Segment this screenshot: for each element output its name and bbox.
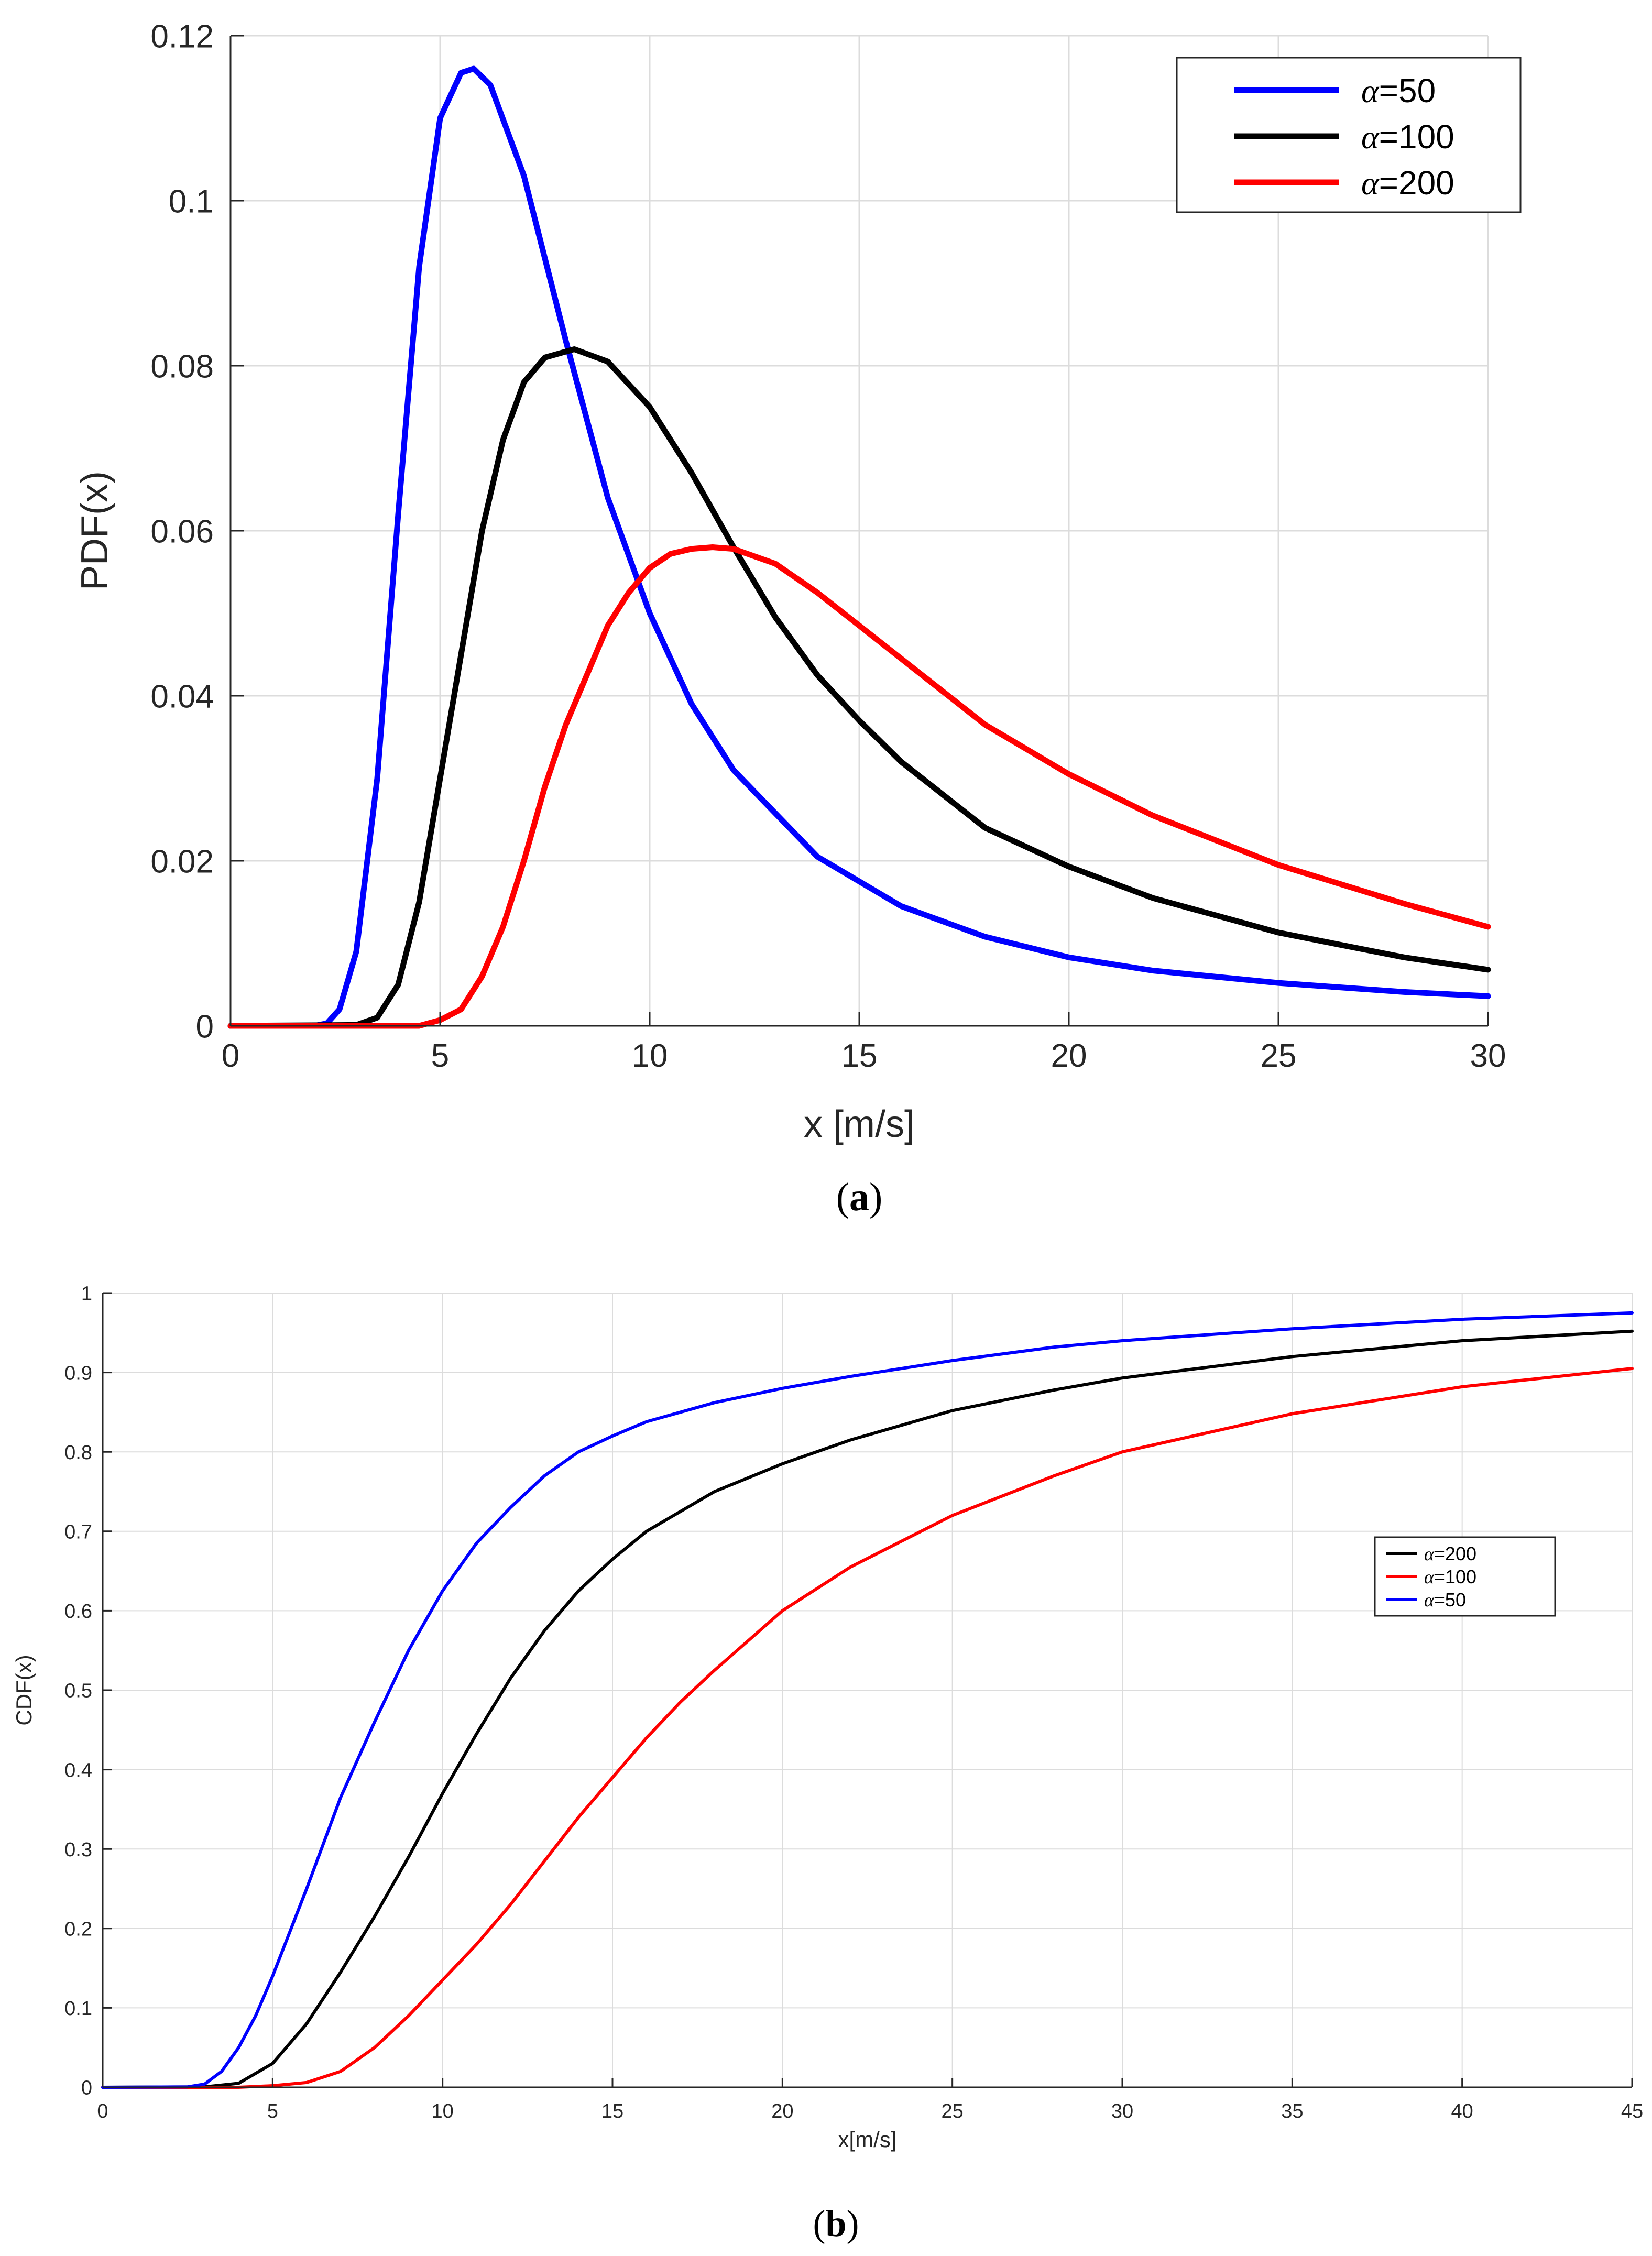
y-tick-label: 0.06 — [150, 513, 214, 550]
x-tick-label: 20 — [1051, 1038, 1087, 1074]
y-axis-label: CDF(x) — [12, 1655, 36, 1725]
legend: α=50 α=100 α=200 — [1176, 57, 1522, 213]
y-tick-label: 0.6 — [64, 1601, 92, 1623]
x-tick-label: 10 — [432, 2100, 454, 2122]
x-tick-label: 25 — [942, 2100, 964, 2122]
y-tick-label: 0.4 — [64, 1759, 92, 1781]
x-tick-label: 30 — [1111, 2100, 1133, 2122]
x-tick-label: 25 — [1261, 1038, 1297, 1074]
x-tick-label: 20 — [771, 2100, 793, 2122]
legend-entry: α=50 — [1361, 72, 1436, 109]
y-tick-label: 0 — [81, 2077, 92, 2099]
x-tick-label: 35 — [1281, 2100, 1303, 2122]
chart-panel-pdf: 0 5 10 15 20 25 30 0 0.02 0.04 0.06 0.08 0.1 0.12 x [m… — [74, 18, 1522, 1219]
legend-entry: α=50 — [1424, 1589, 1466, 1611]
legend-entry: α=100 — [1424, 1566, 1476, 1587]
x-tick-label: 30 — [1470, 1038, 1506, 1074]
y-axis-label: PDF(x) — [74, 471, 116, 590]
series-line-alpha-50 — [101, 1311, 1634, 2089]
x-tick-label: 15 — [601, 2100, 623, 2122]
x-tick-label: 15 — [841, 1038, 878, 1074]
y-tick-label: 0.04 — [150, 678, 214, 715]
x-tick-label: 0 — [97, 2100, 108, 2122]
x-tick-label: 5 — [267, 2100, 278, 2122]
x-tick-label: 45 — [1621, 2100, 1643, 2122]
x-axis-label: x[m/s] — [838, 2127, 897, 2152]
y-tick-label: 0.8 — [64, 1442, 92, 1464]
y-tick-label: 0.08 — [150, 348, 214, 385]
y-tick-label: 0.1 — [64, 1998, 92, 2020]
legend-entry: α=200 — [1424, 1543, 1476, 1564]
y-tick-label: 0.9 — [64, 1362, 92, 1384]
y-tick-label: 0.02 — [150, 844, 214, 880]
series-line-alpha-100 — [227, 346, 1491, 1029]
legend-entry: α=100 — [1361, 118, 1454, 156]
series-line-alpha-100 — [101, 1367, 1634, 2089]
series-line-alpha-50 — [227, 65, 1491, 1029]
y-tick-label: 0.2 — [64, 1918, 92, 1940]
y-tick-label: 0.3 — [64, 1839, 92, 1861]
x-tick-label: 0 — [222, 1038, 239, 1074]
x-tick-label: 40 — [1451, 2100, 1473, 2122]
y-tick-label: 0.7 — [64, 1521, 92, 1543]
y-tick-label: 0.12 — [150, 18, 214, 54]
panel-caption: (a) — [836, 1175, 883, 1219]
series-line-alpha-200 — [227, 544, 1491, 1029]
chart-panel-cdf: 0 5 10 15 20 25 30 35 40 45 0 0.1 0.2 0.3 0.4 0.5 0.6 0.7… — [12, 1283, 1643, 2244]
y-tick-label: 1 — [81, 1283, 92, 1305]
x-tick-label: 5 — [431, 1038, 449, 1074]
panel-caption: (b) — [813, 2203, 859, 2244]
x-tick-label: 10 — [632, 1038, 668, 1074]
x-axis-label: x [m/s] — [804, 1103, 915, 1145]
series-line-alpha-200 — [101, 1329, 1634, 2089]
y-tick-label: 0 — [196, 1009, 214, 1045]
y-tick-label: 0.5 — [64, 1680, 92, 1702]
legend-entry: α=200 — [1361, 164, 1454, 202]
y-tick-label: 0.1 — [169, 183, 214, 220]
legend-box — [1176, 57, 1522, 213]
